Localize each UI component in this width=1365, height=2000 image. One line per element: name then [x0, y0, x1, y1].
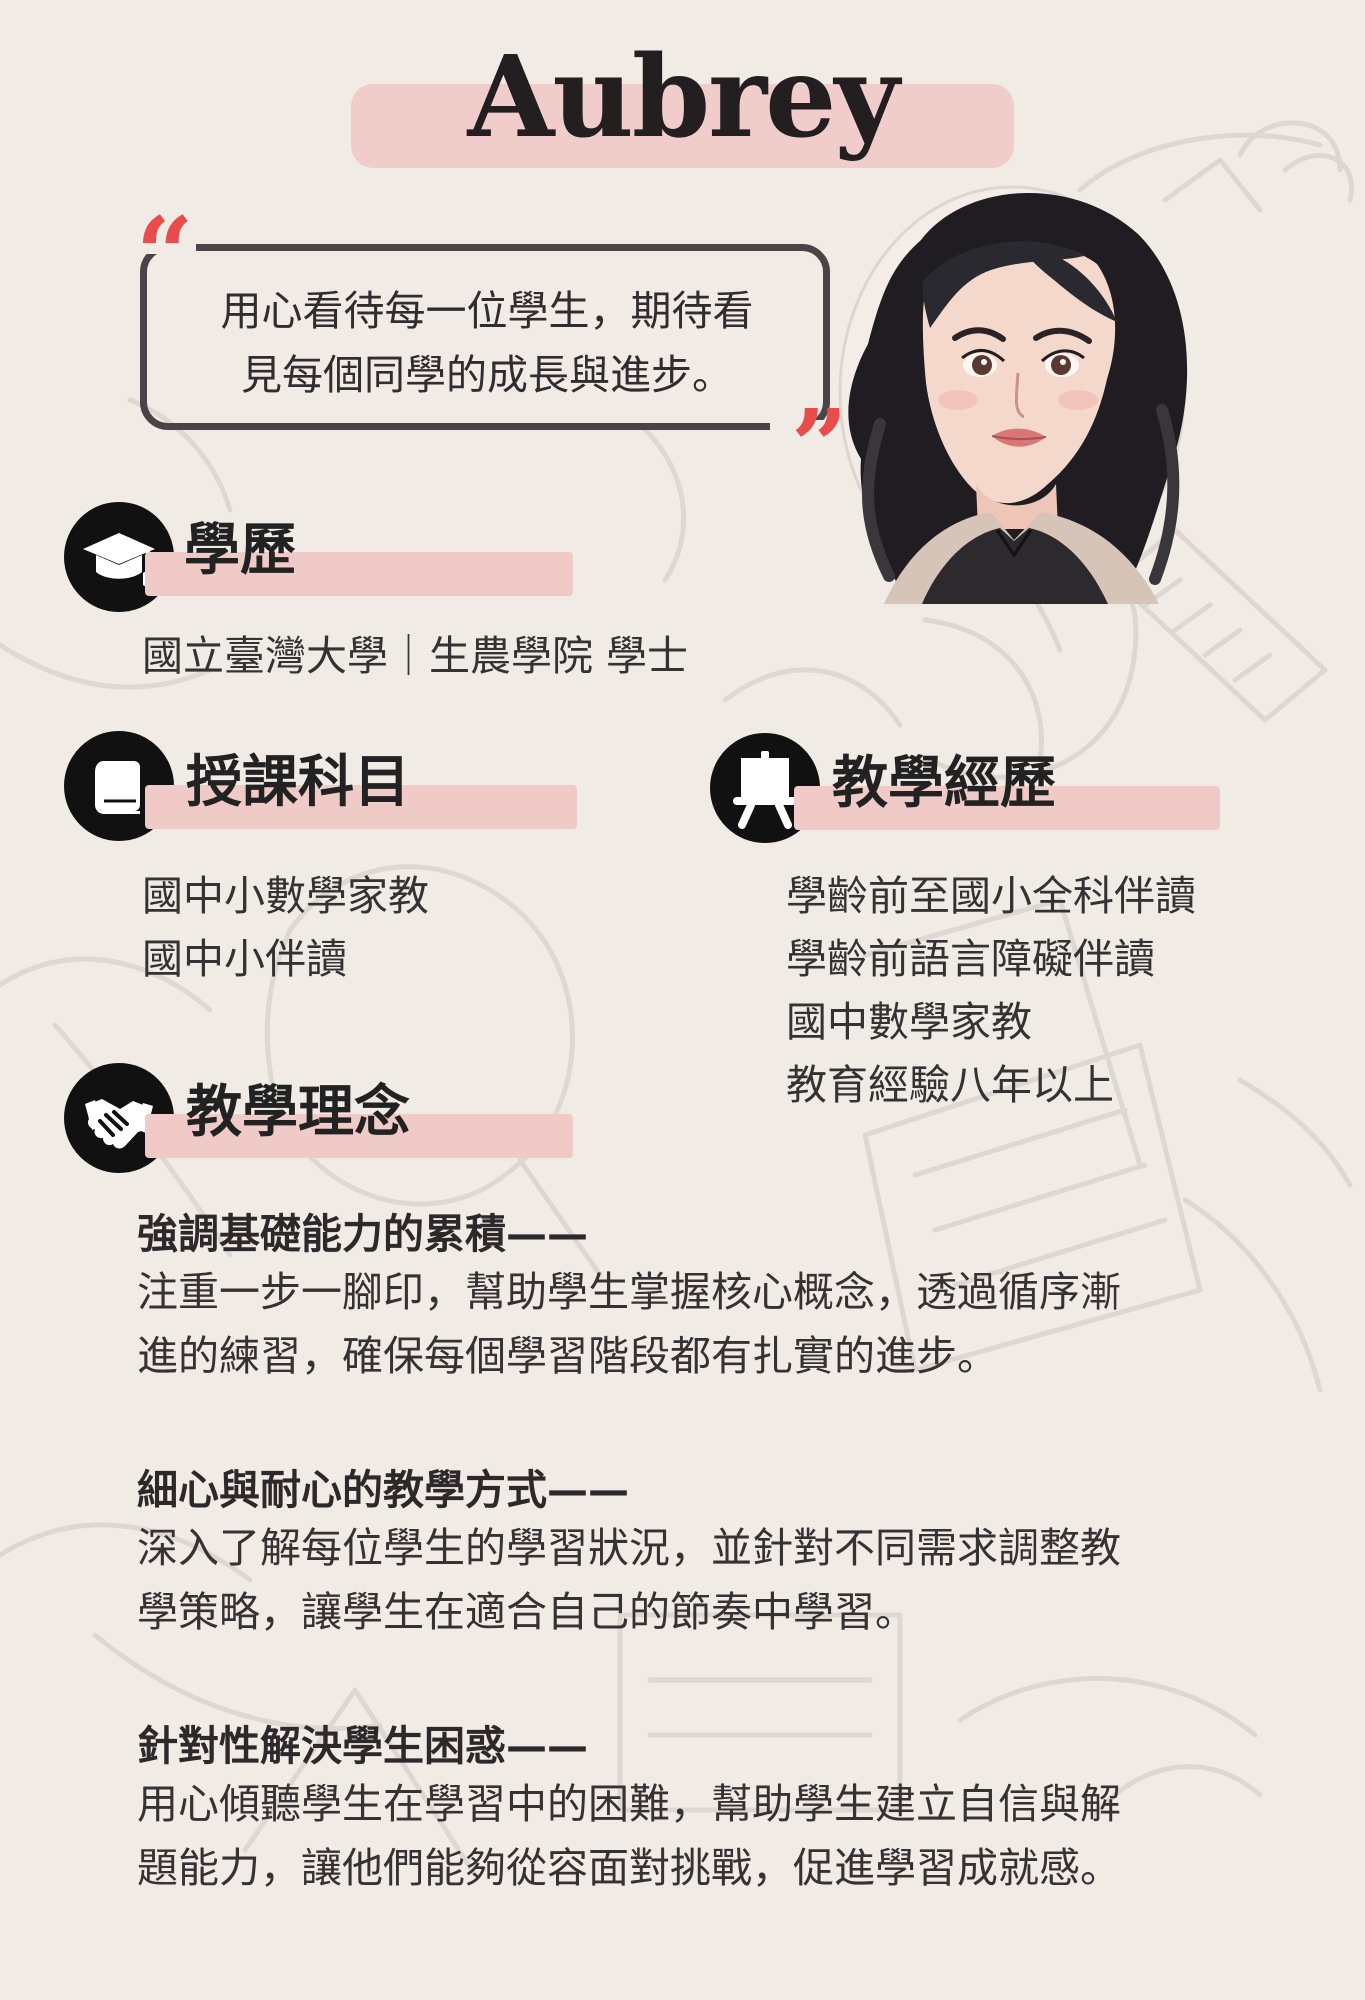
quote-close-icon: ” — [791, 387, 849, 505]
subject-item: 國中小伴讀 — [142, 935, 347, 983]
quote-box-gap-top — [128, 236, 196, 254]
philosophy-heading: 強調基礎能力的累積—— — [137, 1210, 588, 1258]
philosophy-paragraph-line: 用心傾聽學生在學習中的困難，幫助學生建立自信與解 — [137, 1780, 1121, 1828]
philosophy-paragraph-line: 題能力，讓他們能夠從容面對挑戰，促進學習成就感。 — [137, 1844, 1121, 1892]
experience-item: 學齡前至國小全科伴讀 — [786, 872, 1196, 920]
experience-item: 國中數學家教 — [786, 998, 1032, 1046]
experience-item: 學齡前語言障礙伴讀 — [786, 935, 1155, 983]
philosophy-paragraph: 深入了解每位學生的學習狀況，並針對不同需求調整教 學策略，讓學生在適合自己的節奏… — [137, 1516, 1267, 1644]
handshake-icon — [85, 1099, 153, 1149]
title-highlight-bar — [351, 84, 1014, 168]
experience-item: 教育經驗八年以上 — [786, 1061, 1114, 1109]
education-content: 國立臺灣大學｜生農學院 學士 — [142, 632, 689, 680]
philosophy-heading: 針對性解決學生困惑—— — [137, 1722, 588, 1770]
quote-line: 見每個同學的成長與進步。 — [241, 351, 733, 399]
subject-item: 國中小數學家教 — [142, 872, 429, 920]
philosophy-title: 教學理念 — [186, 1080, 410, 1145]
philosophy-paragraph: 用心傾聽學生在學習中的困難，幫助學生建立自信與解 題能力，讓他們能夠從容面對挑戰… — [137, 1772, 1267, 1900]
teacher-name: Aubrey — [467, 32, 900, 163]
philosophy-paragraph-line: 深入了解每位學生的學習狀況，並針對不同需求調整教 — [137, 1524, 1121, 1572]
subjects-heading-bar — [145, 785, 577, 829]
teaching-quote: 用心看待每一位學生，期待看 見每個同學的成長與進步。 — [177, 279, 797, 407]
book-icon — [95, 761, 140, 814]
teacher-portrait — [838, 185, 1188, 604]
experience-heading-bar — [794, 786, 1220, 830]
quote-box-gap-bottom — [770, 420, 840, 438]
experience-title: 教學經歷 — [832, 751, 1056, 816]
quote-line: 用心看待每一位學生，期待看 — [220, 287, 754, 335]
philosophy-paragraph: 注重一步一腳印，幫助學生掌握核心概念，透過循序漸 進的練習，確保每個學習階段都有… — [137, 1260, 1267, 1388]
quote-box — [140, 244, 830, 430]
presentation-board-icon — [733, 751, 797, 829]
philosophy-paragraph-line: 學策略，讓學生在適合自己的節奏中學習。 — [137, 1588, 916, 1636]
philosophy-paragraph-line: 注重一步一腳印，幫助學生掌握核心概念，透過循序漸 — [137, 1268, 1121, 1316]
philosophy-heading: 細心與耐心的教學方式—— — [137, 1466, 629, 1514]
education-heading-bar — [145, 552, 573, 596]
quote-open-icon: “ — [136, 195, 194, 313]
philosophy-paragraph-line: 進的練習，確保每個學習階段都有扎實的進步。 — [137, 1332, 998, 1380]
education-title: 學歷 — [184, 518, 296, 583]
philosophy-heading-bar — [145, 1114, 573, 1158]
subjects-title: 授課科目 — [186, 750, 410, 815]
